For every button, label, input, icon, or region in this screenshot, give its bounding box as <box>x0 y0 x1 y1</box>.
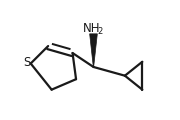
Text: 2: 2 <box>98 27 103 36</box>
Text: S: S <box>24 56 31 69</box>
Text: NH: NH <box>83 22 100 35</box>
Polygon shape <box>90 34 97 67</box>
